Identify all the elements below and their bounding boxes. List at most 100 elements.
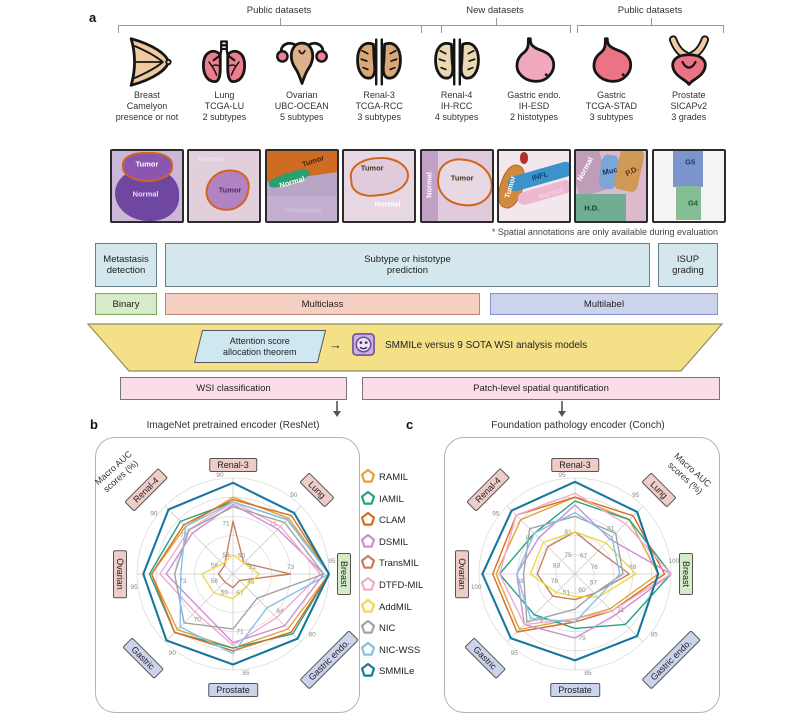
legend-item-transmil: TransMIL xyxy=(360,555,419,572)
bracket-new-datasets xyxy=(421,18,571,33)
tissue-region xyxy=(434,156,492,210)
annotation-label: Tumor xyxy=(450,173,474,183)
axis-tick-label: 95 xyxy=(492,510,500,517)
legend-item-ramil: RAMIL xyxy=(360,468,409,486)
breast-icon xyxy=(119,34,175,90)
label-type-binary: Binary xyxy=(95,293,157,315)
annotation-label: Normal xyxy=(374,199,401,209)
histology-thumbnail-0: Tumor Normal xyxy=(110,149,184,223)
right-arrow-icon: → xyxy=(329,337,342,352)
pentagon-marker-icon xyxy=(360,663,376,680)
axis-tick-label: 71 xyxy=(236,629,244,636)
series-CLAM xyxy=(150,498,330,652)
axis-tick-label: 73 xyxy=(536,617,544,624)
dataset-column-lung: Lung TCGA-LU 2 subtypes xyxy=(187,34,261,123)
legend-label: IAMIL xyxy=(379,493,404,505)
label-type-multilabel: Multilabel xyxy=(490,293,718,315)
axis-tick-label: 81 xyxy=(564,529,572,536)
histology-thumbnail-5: Tumor INFL Normal xyxy=(497,149,571,223)
axis-tick-label: 100 xyxy=(668,558,679,565)
dataset-caption: Ovarian UBC-OCEAN 5 subtypes xyxy=(274,90,329,122)
axis-tick-label: 85 xyxy=(242,670,250,677)
series-AddMIL xyxy=(200,554,260,600)
axis-tick-label: 71 xyxy=(222,521,230,528)
annotation-label: Normal xyxy=(132,189,159,199)
series-NIC-WSS xyxy=(179,501,330,655)
axis-tick-label: 51 xyxy=(563,590,571,597)
axis-label-prostate: Prostate xyxy=(208,683,258,697)
axis-tick-label: 100 xyxy=(471,584,482,591)
legend-item-dtfd-mil: DTFD-MIL xyxy=(360,576,423,594)
tissue-region xyxy=(121,152,174,182)
annotation-label: Tumor xyxy=(218,185,242,195)
axis-tick-label: 67 xyxy=(580,552,588,559)
axis-tick-label: 88 xyxy=(629,564,637,571)
annotation-label: G4 xyxy=(687,198,698,208)
panel-b-label: b xyxy=(90,417,98,432)
legend-label: RAMIL xyxy=(379,472,409,483)
task-subtype-histotype-prediction: Subtype or histotype prediction xyxy=(165,243,650,287)
legend-item-addmil: AddMIL xyxy=(360,598,412,616)
prostate-icon xyxy=(661,34,717,90)
pentagon-marker-icon xyxy=(360,490,376,508)
kidneys-icon xyxy=(429,34,485,90)
axis-tick-label: 78 xyxy=(551,578,559,585)
pentagon-marker-icon xyxy=(360,533,376,551)
tissue-region xyxy=(347,153,411,199)
legend-label: AddMIL xyxy=(379,601,412,613)
axis-tick-label: 58 xyxy=(211,562,219,569)
bracket-label-public-1: Public datasets xyxy=(246,5,312,16)
pentagon-marker-icon xyxy=(360,468,376,486)
bracket-public-datasets-2 xyxy=(577,18,724,33)
axis-tick-label: 90 xyxy=(216,472,224,479)
histology-thumbnail-3: Tumor Normal xyxy=(342,149,417,223)
output-wsi-classification: WSI classification xyxy=(120,377,347,400)
bracket-label-public-2: Public datasets xyxy=(617,5,683,16)
axis-tick-label: 50 xyxy=(221,590,229,597)
dataset-column-renal-4: Renal-4 IH-RCC 4 subtypes xyxy=(420,34,494,123)
legend-label: CLAM xyxy=(379,515,406,527)
task-isup-grading: ISUP grading xyxy=(658,243,718,287)
series-DTFD-MIL xyxy=(159,501,321,647)
dataset-column-renal-3: Renal-3 TCGA-RCC 3 subtypes xyxy=(342,34,416,123)
axis-label-breast: Breast xyxy=(337,552,351,596)
axis-tick-label: 57 xyxy=(590,580,598,587)
bracket-label-new: New datasets xyxy=(466,5,524,16)
histology-thumbnail-6: Normal Muc P.D. H.D. xyxy=(574,149,649,223)
pentagon-marker-icon xyxy=(360,555,376,572)
bracket-public-datasets-1 xyxy=(118,18,442,33)
pentagon-marker-icon xyxy=(360,512,376,529)
radar-title-c: Foundation pathology encoder (Conch) xyxy=(491,420,665,431)
tissue-region xyxy=(576,194,627,221)
axis-label-renal-3: Renal-3 xyxy=(209,458,257,472)
lungs-icon xyxy=(196,34,252,90)
legend-label: SMMILe xyxy=(379,666,415,678)
axis-tick-label: 88 xyxy=(517,578,525,585)
stomach-icon xyxy=(583,34,639,90)
series-SMMILe xyxy=(481,480,660,662)
axis-tick-label: 85 xyxy=(650,632,658,639)
axis-label-breast: Breast xyxy=(679,552,693,596)
series-NIC xyxy=(522,515,624,623)
axis-tick-label: 83 xyxy=(553,562,561,569)
legend-item-iamil: IAMIL xyxy=(360,490,404,508)
stomach-icon xyxy=(506,34,562,90)
axis-tick-label: 90 xyxy=(150,510,158,517)
axis-tick-label: 95 xyxy=(558,472,566,479)
dataset-column-ovarian: Ovarian UBC-OCEAN 5 subtypes xyxy=(265,34,339,123)
panel-c-label: c xyxy=(406,417,414,432)
axis-tick-label: 85 xyxy=(584,670,592,677)
down-arrow-icon xyxy=(333,401,341,417)
output-patch-level-quantification: Patch-level spatial quantification xyxy=(362,377,720,400)
axis-tick-label: 58 xyxy=(211,578,219,585)
axis-tick-label: 81 xyxy=(607,525,615,532)
axis-tick-label: 73 xyxy=(179,578,187,585)
axis-tick-label: 95 xyxy=(511,650,519,657)
smiley-patch-icon xyxy=(352,333,375,361)
legend-item-smmile: SMMILe xyxy=(360,663,415,680)
legend-item-nic-wss: NIC-WSS xyxy=(360,641,420,659)
annotation-label: Normal xyxy=(197,154,224,164)
